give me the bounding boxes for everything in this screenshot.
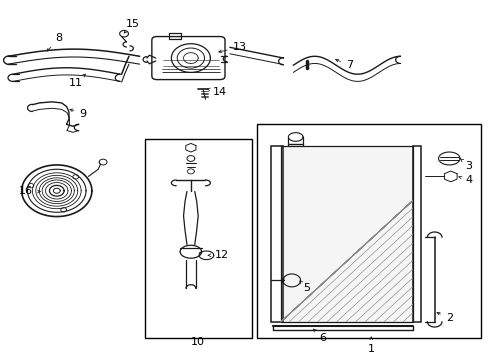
Text: 2: 2 [436, 312, 452, 323]
Bar [144, 139, 251, 338]
Text: 9: 9 [70, 109, 86, 119]
Text: 4: 4 [458, 175, 471, 185]
Text: 16: 16 [19, 186, 40, 197]
Bar [412, 146, 420, 321]
Text: 11: 11 [69, 74, 85, 88]
Bar [256, 125, 480, 338]
Text: 10: 10 [191, 337, 205, 347]
Bar [281, 146, 412, 321]
Text: 3: 3 [459, 159, 471, 171]
Text: 14: 14 [207, 87, 227, 97]
Text: 8: 8 [47, 33, 62, 51]
Text: 15: 15 [124, 19, 139, 33]
Bar [271, 146, 282, 321]
Text: 13: 13 [218, 42, 246, 53]
Text: 7: 7 [335, 59, 352, 70]
Text: 1: 1 [367, 337, 374, 354]
Text: 12: 12 [208, 250, 228, 260]
Text: 6: 6 [313, 329, 325, 343]
Text: 5: 5 [299, 281, 310, 293]
